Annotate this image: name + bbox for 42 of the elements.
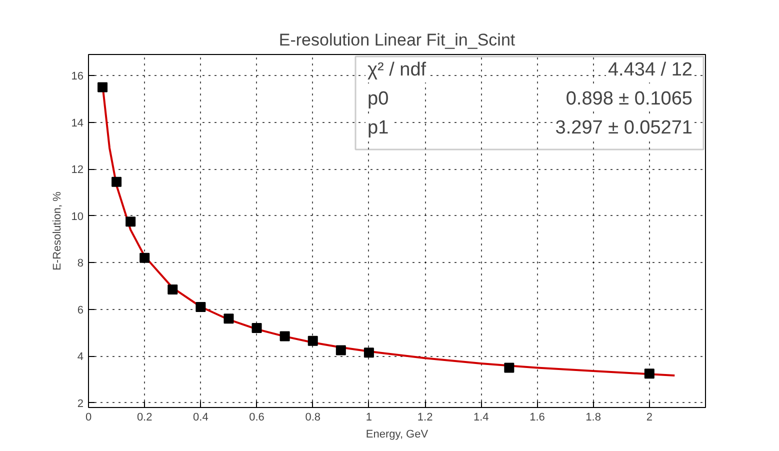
point xyxy=(224,314,234,324)
annotation: p0 xyxy=(368,88,389,110)
annotation: χ² / ndf xyxy=(368,60,427,80)
x-axis-title: Energy, GeV xyxy=(366,428,429,440)
x-tick-label: 1.4 xyxy=(473,412,489,424)
x-tick-label: 1.2 xyxy=(417,412,433,424)
y-tick-label: 10 xyxy=(71,210,84,223)
x-tick-label: 1 xyxy=(366,412,372,424)
x-tick-label: 0.2 xyxy=(136,412,152,424)
x-tick-label: 1.6 xyxy=(530,412,545,424)
y-tick-label: 16 xyxy=(71,70,84,83)
point xyxy=(168,284,178,294)
x-tick-label: 2 xyxy=(646,412,652,424)
point xyxy=(126,216,136,227)
annotation: 4.434 / 12 xyxy=(608,60,693,80)
chart-title: E-resolution Linear Fit_in_Scint xyxy=(278,30,516,50)
x-tick-label: 0.6 xyxy=(249,412,264,424)
y-tick-label: 2 xyxy=(77,398,84,410)
point xyxy=(504,362,514,373)
point xyxy=(336,345,346,356)
annotation: 3.297 ± 0.05271 xyxy=(555,118,693,138)
point xyxy=(364,348,374,358)
point xyxy=(280,331,290,342)
point xyxy=(98,82,108,92)
x-tick-label: 1.8 xyxy=(586,412,601,424)
y-axis-title: E-Resolution, % xyxy=(51,191,64,270)
x-tick-label: 0 xyxy=(85,412,92,424)
x-tick-label: 0.8 xyxy=(305,412,321,424)
annotation: 0.898 ± 0.1065 xyxy=(566,88,693,110)
y-tick-label: 8 xyxy=(77,258,84,270)
annotation: p1 xyxy=(368,118,389,138)
point xyxy=(308,336,318,346)
x-tick-label: 0.4 xyxy=(193,412,208,424)
point xyxy=(112,176,122,187)
y-tick-label: 14 xyxy=(71,117,84,130)
point xyxy=(252,323,262,334)
y-tick-label: 4 xyxy=(77,351,84,364)
y-tick-label: 6 xyxy=(77,304,84,316)
point xyxy=(196,302,206,312)
point xyxy=(644,368,654,379)
point xyxy=(140,252,150,263)
y-tick-label: 12 xyxy=(71,164,84,176)
